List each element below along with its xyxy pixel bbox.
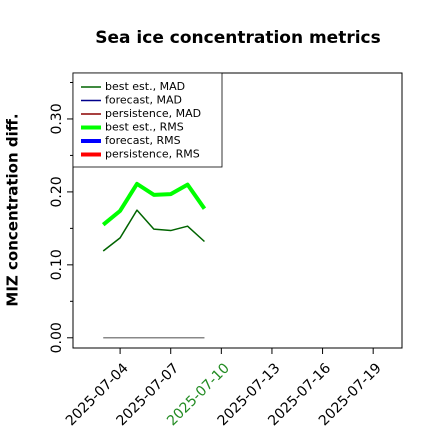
series-line [101, 181, 207, 227]
y-tick-label: 0.10 [49, 249, 65, 280]
y-tick-label: 0.00 [49, 322, 65, 353]
legend-label: persistence, MAD [105, 107, 201, 120]
legend-box [72, 72, 223, 168]
legend-label: best est., MAD [105, 80, 185, 93]
legend-label: forecast, MAD [105, 94, 182, 107]
y-tick-label: 0.20 [49, 176, 65, 207]
legend-label: persistence, RMS [105, 148, 200, 161]
plot-frame [72, 72, 403, 349]
legend-label: best est., RMS [105, 121, 184, 134]
series-line [102, 209, 205, 252]
legend-label: forecast, RMS [105, 134, 181, 147]
y-axis-label: MIZ concentration diff. [4, 113, 22, 306]
chart-title: Sea ice concentration metrics [95, 28, 381, 48]
y-tick-label: 0.30 [49, 103, 65, 134]
